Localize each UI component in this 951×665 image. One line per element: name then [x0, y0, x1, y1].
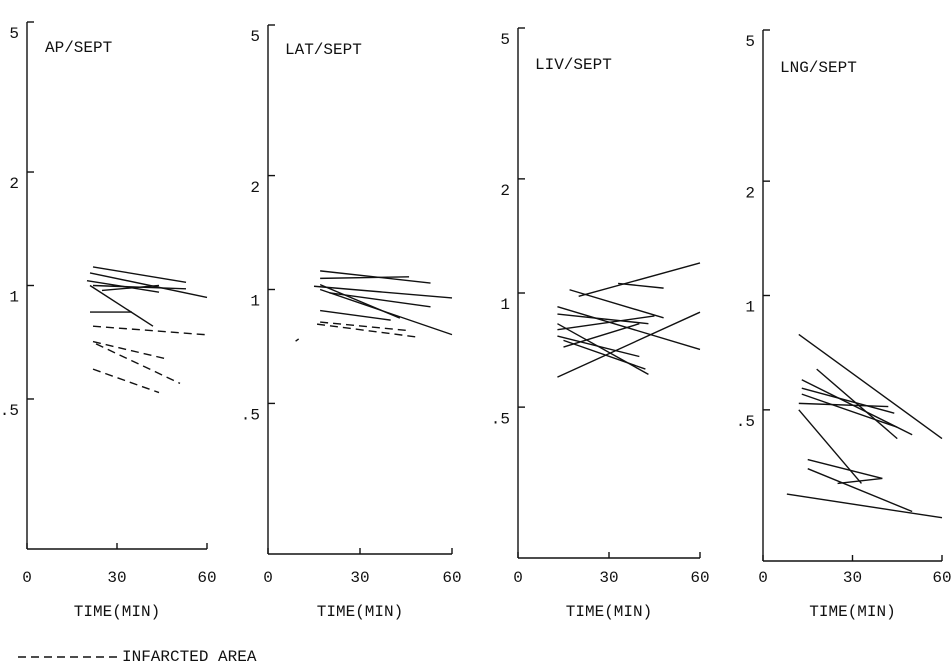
segment — [801, 393, 898, 428]
y-tick-label: .5 — [736, 413, 755, 431]
segment — [557, 323, 649, 375]
y-tick-label: 5 — [9, 25, 19, 43]
y-tick-label: .5 — [241, 407, 260, 425]
segment — [92, 266, 187, 283]
x-tick-label: 30 — [599, 569, 618, 587]
panel-title: LIV/SEPT — [535, 56, 612, 74]
panel-title: LNG/SEPT — [780, 59, 857, 77]
segment — [786, 493, 943, 519]
segment — [569, 289, 664, 319]
segment — [807, 468, 913, 513]
segment — [89, 284, 154, 327]
segment — [319, 283, 401, 319]
y-tick-label: 1 — [9, 289, 19, 307]
x-tick-label: 0 — [513, 569, 523, 587]
y-tick-label: 1 — [250, 293, 260, 311]
x-tick-label: 30 — [107, 569, 126, 587]
dashed-segment — [92, 340, 166, 360]
segment — [557, 311, 701, 378]
y-tick-label: 1 — [500, 296, 510, 314]
segment — [101, 284, 160, 292]
x-tick-label: 60 — [690, 569, 709, 587]
x-axis-label: TIME(MIN) — [317, 603, 403, 621]
segment — [563, 323, 640, 348]
segment — [801, 387, 895, 414]
legend-label: INFARCTED AREA — [122, 648, 257, 665]
y-tick-label: 2 — [500, 182, 510, 200]
y-tick-label: 2 — [745, 184, 755, 202]
dashed-segment — [316, 323, 416, 338]
dashed-segment — [320, 321, 407, 332]
panel-title: AP/SEPT — [45, 39, 112, 57]
y-tick-label: 2 — [250, 179, 260, 197]
segment — [295, 338, 300, 342]
y-tick-label: 1 — [745, 299, 755, 317]
segment — [798, 402, 889, 408]
x-tick-label: 0 — [263, 569, 273, 587]
x-tick-label: 60 — [932, 569, 951, 587]
segment — [578, 262, 701, 298]
x-tick-label: 0 — [22, 569, 32, 587]
segment — [837, 477, 883, 485]
x-tick-label: 30 — [843, 569, 862, 587]
segment — [320, 309, 391, 321]
x-axis-label: TIME(MIN) — [74, 603, 160, 621]
x-tick-label: 60 — [442, 569, 461, 587]
segment — [557, 306, 701, 351]
y-tick-label: 5 — [745, 33, 755, 51]
segment — [618, 282, 664, 289]
panel-title: LAT/SEPT — [285, 41, 362, 59]
dashed-segment — [92, 325, 208, 336]
y-tick-label: 2 — [9, 175, 19, 193]
segment — [89, 272, 208, 299]
y-tick-label: .5 — [0, 402, 19, 420]
y-tick-label: 5 — [500, 31, 510, 49]
dashed-segment — [95, 343, 181, 385]
segment — [329, 292, 431, 308]
segment — [557, 315, 655, 331]
segment — [798, 409, 862, 484]
dashed-segment — [92, 368, 160, 394]
x-axis-label: TIME(MIN) — [566, 603, 652, 621]
segment — [816, 368, 898, 440]
x-tick-label: 60 — [197, 569, 216, 587]
x-tick-label: 30 — [350, 569, 369, 587]
segment — [798, 333, 943, 440]
segment — [320, 276, 410, 280]
x-axis-label: TIME(MIN) — [809, 603, 895, 621]
segment — [557, 313, 649, 325]
x-tick-label: 0 — [758, 569, 768, 587]
y-tick-label: 5 — [250, 28, 260, 46]
segment — [313, 285, 453, 299]
y-tick-label: .5 — [491, 410, 510, 428]
segment — [807, 458, 883, 480]
